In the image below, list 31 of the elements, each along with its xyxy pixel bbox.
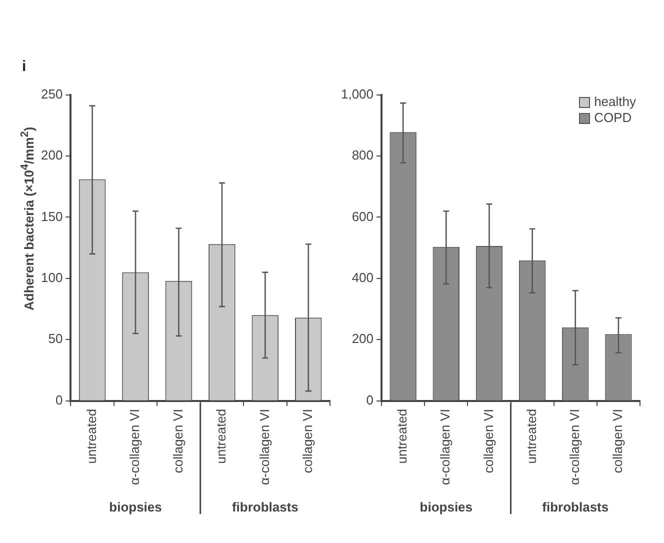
y-tick-label: 0 [55,392,63,408]
x-tick-label: untreated [214,408,229,464]
text: biopsies [420,500,473,515]
text: fibroblasts [232,500,298,515]
text: healthy [594,94,636,109]
x-tick-label: α-collagen VI [256,408,272,486]
x-tick-label: untreated [524,408,539,464]
y-tick-label: 600 [352,208,374,224]
y-tick-label: 50 [48,331,63,346]
y-tick-label: 800 [352,148,374,163]
y-tick-label: 0 [366,392,374,408]
y-tick-label: 1,000 [340,86,374,102]
legend-label: COPD [594,110,632,126]
x-tick-label: untreated [394,408,410,464]
y-tick-label: 200 [40,148,63,163]
x-tick-label: α-collagen VI [127,408,142,486]
y-tick-label: 100 [40,270,63,285]
text: i [21,58,28,77]
y-tick-label: 200 [352,331,374,346]
x-tick-label: untreated [84,408,99,464]
x-tick-label: collagen VI [480,408,496,474]
text: fibroblasts [542,500,609,515]
x-tick-label: α-collagen VI [566,408,582,486]
y-tick-label: 250 [40,86,63,102]
x-tick-label: α-collagen VI [438,408,453,486]
x-tick-label: collagen VI [170,408,186,474]
y-tick-label: 400 [352,270,374,285]
text: biopsies [109,500,162,515]
x-tick-label: collagen VI [610,408,626,474]
y-tick-label: 150 [40,208,63,224]
x-tick-label: collagen VI [300,408,315,474]
